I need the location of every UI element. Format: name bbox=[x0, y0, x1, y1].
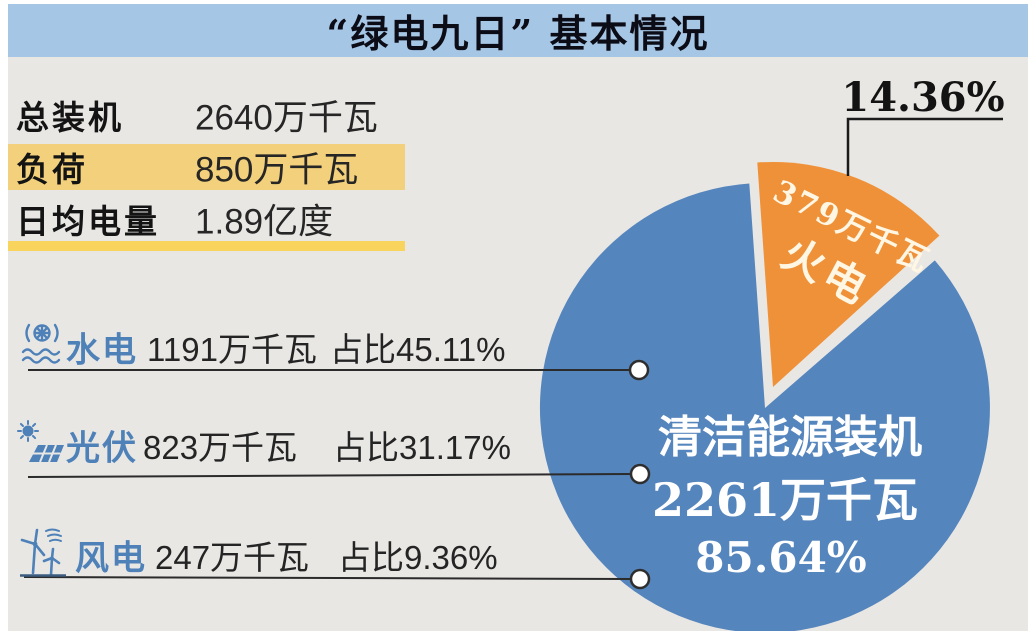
stat-label: 日均电量 bbox=[16, 203, 160, 240]
source-label: 水电 bbox=[66, 331, 138, 370]
stat-value: 850万千瓦 bbox=[195, 150, 359, 190]
thermal-percentage-label: 14.36% bbox=[841, 74, 1004, 121]
wind-icon bbox=[20, 528, 66, 577]
source-share: 占比45.11% bbox=[330, 331, 506, 368]
source-row-wind: 风电 247万千瓦 占比9.36% bbox=[8, 525, 568, 585]
leader-line-wind bbox=[23, 576, 632, 580]
pie-chart: 14.36% 379万千瓦 火电 清洁能源装机 2261万千瓦 85.64% bbox=[23, 74, 1005, 631]
hydro-icon bbox=[21, 323, 61, 364]
solar-icon bbox=[17, 420, 64, 463]
clean-energy-percentage: 85.64% bbox=[695, 533, 866, 582]
leader-dot-wind bbox=[629, 568, 651, 590]
source-share: 占比9.36% bbox=[338, 539, 498, 576]
source-label: 风电 bbox=[75, 539, 147, 578]
stat-label: 负荷 bbox=[16, 151, 88, 188]
source-value: 1191万千瓦 bbox=[147, 331, 317, 368]
stat-label: 总装机 bbox=[16, 99, 124, 136]
yellow-underline-bar bbox=[8, 241, 405, 251]
text-layer: 总装机 2640万千瓦 负荷 850万千瓦 日均电量 1.89亿度 bbox=[8, 4, 1028, 631]
source-value: 247万千瓦 bbox=[155, 539, 310, 576]
stat-value: 1.89亿度 bbox=[195, 202, 334, 242]
title-banner: “绿电九日” 基本情况 bbox=[8, 4, 1028, 57]
stat-row-daily-energy: 日均电量 1.89亿度 bbox=[8, 196, 405, 242]
leader-line-thermal-pct bbox=[846, 117, 1003, 176]
leader-dot-solar bbox=[629, 463, 651, 485]
leader-dot-hydro bbox=[628, 359, 650, 381]
stat-value: 2640万千瓦 bbox=[195, 98, 378, 138]
source-label: 光伏 bbox=[66, 429, 138, 468]
infographic-panel: “绿电九日” 基本情况 14.36% 379万千瓦 火电 清洁能源装机 2261… bbox=[8, 4, 1028, 631]
stat-row-load: 负荷 850万千瓦 bbox=[8, 144, 405, 190]
clean-energy-title: 清洁能源装机 bbox=[658, 412, 922, 463]
source-value: 823万千瓦 bbox=[143, 429, 298, 466]
clean-energy-value: 2261万千瓦 bbox=[652, 473, 918, 527]
pie-slice-clean-energy bbox=[539, 183, 990, 631]
source-row-hydro: 水电 1191万千瓦 占比45.11% bbox=[8, 319, 568, 375]
leader-line-solar bbox=[27, 473, 632, 478]
source-share: 占比31.17% bbox=[333, 429, 511, 466]
stat-row-total-capacity: 总装机 2640万千瓦 bbox=[8, 92, 405, 138]
pie-slice-thermal bbox=[757, 161, 940, 387]
source-row-solar: 光伏 823万千瓦 占比31.17% bbox=[8, 417, 568, 473]
page-title: “绿电九日” 基本情况 bbox=[326, 11, 710, 56]
